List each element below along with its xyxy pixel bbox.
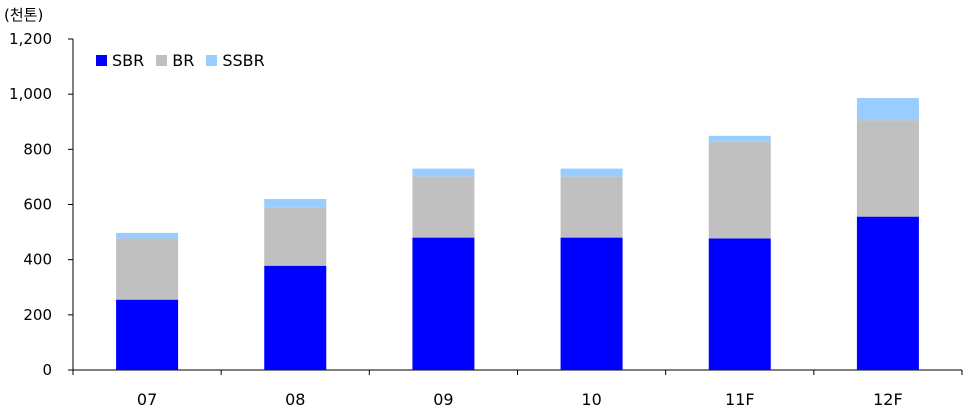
legend-label-ssbr: SSBR [222, 51, 265, 70]
bar-segment-br-10 [560, 176, 623, 238]
bar-segment-sbr-07 [116, 299, 179, 370]
bar-segment-ssbr-09 [412, 168, 475, 177]
legend-label-sbr: SBR [112, 51, 145, 70]
x-tick-label: 09 [433, 390, 453, 409]
x-tick-label: 12F [873, 390, 903, 409]
bar-segment-br-12f [856, 120, 919, 217]
legend-label-br: BR [172, 51, 195, 70]
x-tick-label: 11F [725, 390, 755, 409]
x-tick-label: 07 [137, 390, 157, 409]
legend-swatch-ssbr [206, 55, 218, 66]
y-axis-unit-label: (천톤) [4, 6, 44, 24]
bar-segment-br-09 [412, 176, 475, 238]
bar-segment-sbr-08 [264, 265, 327, 370]
bar-segment-ssbr-07 [116, 232, 179, 239]
legend: SBR BR SSBR [96, 51, 277, 70]
bar-segment-sbr-12f [856, 216, 919, 370]
bar-segment-ssbr-08 [264, 198, 327, 208]
bar-segment-br-08 [264, 207, 327, 266]
y-tick-label: 400 [23, 251, 52, 269]
y-tick-label: 200 [23, 306, 52, 324]
legend-swatch-br [156, 55, 168, 66]
y-tick-label: 800 [23, 140, 52, 158]
bar-segment-sbr-10 [560, 237, 623, 370]
legend-item-br: BR [156, 51, 194, 70]
x-tick-label: 10 [581, 390, 601, 409]
legend-item-sbr: SBR [96, 51, 144, 70]
y-tick-label: 1,200 [9, 30, 52, 48]
bar-segment-br-07 [116, 238, 179, 300]
x-tick-label: 08 [285, 390, 305, 409]
y-tick-label: 0 [42, 361, 52, 379]
legend-item-ssbr: SSBR [206, 51, 265, 70]
legend-swatch-sbr [96, 55, 107, 66]
bar-segment-sbr-11f [708, 238, 771, 370]
bar-segment-ssbr-12f [856, 98, 919, 121]
y-tick-label: 1,000 [9, 85, 52, 103]
bar-segment-ssbr-11f [708, 135, 771, 142]
y-tick-label: 600 [23, 196, 52, 214]
bar-segment-ssbr-10 [560, 168, 623, 177]
bar-segment-br-11f [708, 141, 771, 239]
bar-segment-sbr-09 [412, 237, 475, 370]
